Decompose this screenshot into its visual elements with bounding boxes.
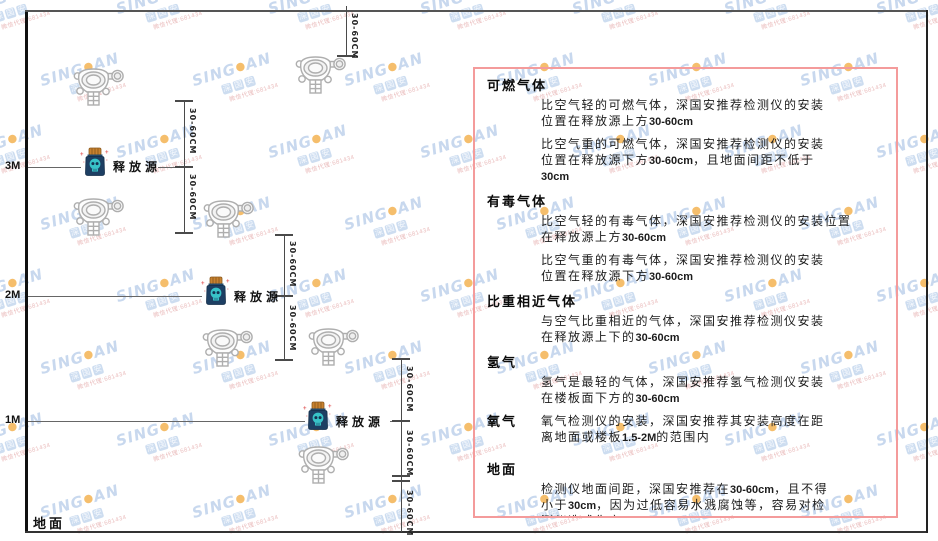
release-source-icon xyxy=(200,276,231,305)
release-source-icon xyxy=(302,401,333,430)
panel-section: 可燃气体比空气轻的可燃气体，深国安推荐检测仪的安装 位置在释放源上方30-60cm… xyxy=(487,75,884,184)
section-heading: 比重相近气体 xyxy=(487,294,578,309)
dimension-tick xyxy=(275,359,293,361)
panel-section: 地面检测仪地面间距，深国安推荐在30-60cm，且不得 小于30cm，因为过低容易… xyxy=(487,459,884,516)
section-heading: 可燃气体 xyxy=(487,78,548,93)
dimension-tick xyxy=(392,358,410,360)
section-paragraph: 比空气轻的有毒气体，深国安推荐检测仪的安装位置 在释放源上方30-60cm xyxy=(541,214,852,244)
dimension-label: 30-60CM xyxy=(188,174,197,221)
dimension-tick xyxy=(275,295,293,297)
section-paragraph: 氢气是最轻的气体，深国安推荐氢气检测仪安装 在楼板面下方的30-60cm xyxy=(541,375,825,405)
section-paragraph: 比空气重的可燃气体，深国安推荐检测仪的安装 位置在释放源下方30-60cm，且地面… xyxy=(541,137,825,183)
section-paragraph: 比空气重的有毒气体，深国安推荐检测仪的安装 位置在释放源下方30-60cm xyxy=(541,253,825,283)
panel-section: 比重相近气体与空气比重相近的气体，深国安推荐检测仪安装 在释放源上下的30-60c… xyxy=(487,291,884,345)
info-panel: 可燃气体比空气轻的可燃气体，深国安推荐检测仪的安装 位置在释放源上方30-60cm… xyxy=(473,67,898,518)
section-paragraph: 氧气检测仪的安装，深国安推荐其安装高度在距 离地面或楼板1.5-2M的范围内 xyxy=(541,414,825,444)
dimension-label: 30-60CM xyxy=(188,108,197,155)
level-line-1m xyxy=(28,421,305,422)
section-paragraph: 与空气比重相近的气体，深国安推荐检测仪安装 在释放源上下的30-60cm xyxy=(541,314,825,344)
dimension-line xyxy=(284,234,285,361)
dimension-label: 30-60CM xyxy=(350,13,359,60)
dimension-line xyxy=(401,358,402,532)
release-source-label: 释放源 xyxy=(234,290,283,304)
dimension-tick xyxy=(392,475,410,477)
axis-label-3m: 3M xyxy=(5,160,21,172)
panel-section: 氢气氢气是最轻的气体，深国安推荐氢气检测仪安装 在楼板面下方的30-60cm xyxy=(487,352,884,406)
release-source-label: 释放源 xyxy=(336,415,385,429)
level-line-2m xyxy=(28,296,202,297)
dimension-tick xyxy=(275,234,293,236)
gas-detector-icon xyxy=(203,200,254,238)
dimension-tick xyxy=(175,100,193,102)
gas-detector-icon xyxy=(202,329,253,367)
release-source-icon xyxy=(79,147,110,176)
axis-label-2m: 2M xyxy=(5,289,21,301)
release-source-label: 释放源 xyxy=(113,160,162,174)
section-heading: 氢气 xyxy=(487,355,518,370)
gas-detector-icon xyxy=(298,446,349,484)
dimension-label: 30-60CM xyxy=(288,241,297,288)
gas-detector-icon xyxy=(73,198,124,236)
level-line-3m xyxy=(28,167,81,168)
section-heading: 地面 xyxy=(487,462,518,477)
section-paragraph: 比空气轻的可燃气体，深国安推荐检测仪的安装 位置在释放源上方30-60cm xyxy=(541,98,825,128)
gas-detector-icon xyxy=(308,328,359,366)
dimension-label: 30-60CM xyxy=(405,366,414,413)
ground-line xyxy=(25,531,928,533)
gas-detector-icon xyxy=(295,56,346,94)
dimension-label: 30-60CM xyxy=(288,305,297,352)
section-heading: 氧气 xyxy=(487,414,518,429)
ceiling-line xyxy=(25,10,928,12)
section-paragraph: 检测仪地面间距，深国安推荐在30-60cm，且不得 小于30cm，因为过低容易水溅… xyxy=(541,482,829,516)
section-heading: 有毒气体 xyxy=(487,194,548,209)
panel-section: 氧气 氧气检测仪的安装，深国安推荐其安装高度在距 离地面或楼板1.5-2M的范围内 xyxy=(487,413,884,445)
dimension-tick xyxy=(337,55,355,57)
axis-label-1m: 1M xyxy=(5,414,21,426)
dimension-tick xyxy=(392,420,410,422)
right-border-line xyxy=(926,10,928,533)
axis-line xyxy=(25,10,28,533)
ground-label: 地面 xyxy=(33,516,66,531)
dimension-line xyxy=(346,6,347,56)
dimension-label: 30-60CM xyxy=(405,430,414,477)
panel-section: 有毒气体比空气轻的有毒气体，深国安推荐检测仪的安装位置 在释放源上方30-60cm… xyxy=(487,191,884,284)
gas-detector-icon xyxy=(73,68,124,106)
dimension-tick xyxy=(392,480,410,482)
dimension-tick xyxy=(175,166,193,168)
dimension-tick xyxy=(175,232,193,234)
level-line-3m-ext xyxy=(158,167,186,168)
dimension-label: 30-60CM xyxy=(405,490,414,537)
